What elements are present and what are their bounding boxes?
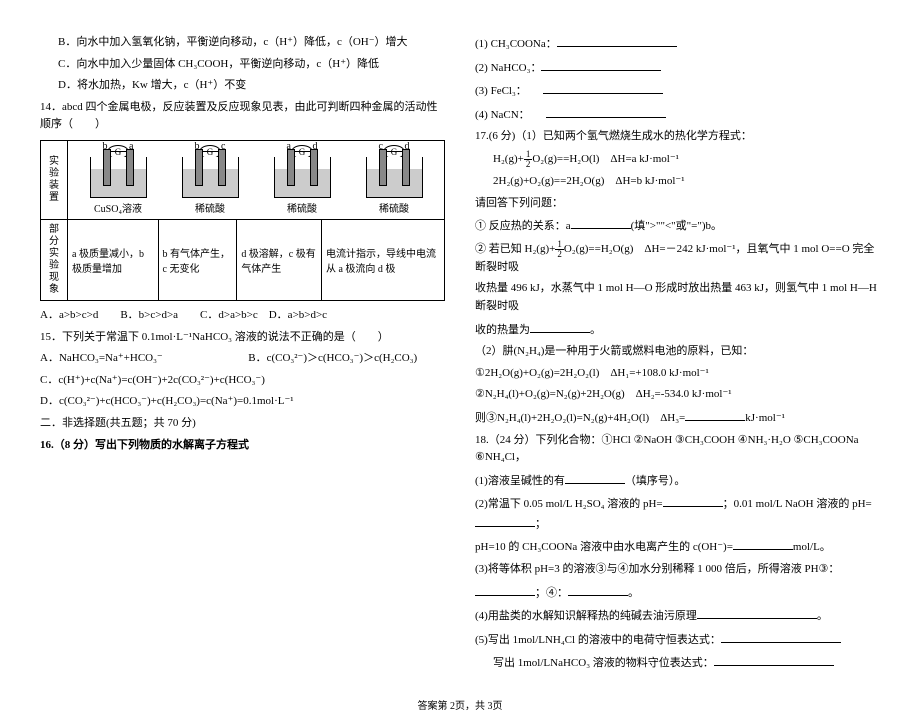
- cell-4: G c d 稀硫酸: [366, 145, 423, 215]
- q18-3b: ；④：。: [475, 583, 880, 603]
- apparatus-cell: G b a CuSO₄溶液 G: [68, 140, 445, 219]
- option-d: D．将水加热，Kw 增大，c（H⁺）不变: [40, 77, 445, 95]
- item-3: (3) FeCl₃：: [475, 81, 880, 101]
- section-2-header: 二．非选择题(共五题；共 70 分): [40, 415, 445, 433]
- q18-5b: 写出 1mol/LNaHCO₃ 溶液的物料守位表达式：: [475, 653, 880, 673]
- page-footer: 答案第 2页，共 3页: [40, 697, 880, 712]
- item-1: (1) CH₃COONa：: [475, 34, 880, 54]
- part-2d: 收的热量为。: [475, 320, 880, 340]
- experiment-table: 实验装置 G b a CuSO₄溶液: [40, 140, 445, 301]
- phenom-3: d 极溶解，c 极有气体产生: [237, 219, 322, 300]
- reaction-1: ①2H₂O(g)+O₂(g)=2H₂O₂(l) ΔH₁=+108.0 kJ·mo…: [475, 365, 880, 383]
- eq-2: 2H₂(g)+O₂(g)==2H₂O(g) ΔH=b kJ·mol⁻¹: [475, 173, 880, 191]
- reaction-3: 则③N₂H₄(l)+2H₂O₂(l)=N₂(g)+4H₂O(l) ΔH₃=kJ·…: [475, 408, 880, 428]
- reaction-2: ②N₂H₄(l)+O₂(g)=N₂(g)+2H₂O(g) ΔH₂=-534.0 …: [475, 386, 880, 404]
- phenom-1: a 极质量减小，b 极质量增加: [68, 219, 159, 300]
- part-2c: 收热量 496 kJ，水蒸气中 1 mol H—O 形成时放出热量 463 kJ…: [475, 280, 880, 315]
- q18-5a: (5)写出 1mol/LNH₄Cl 的溶液中的电荷守恒表达式：: [475, 630, 880, 650]
- item-2: (2) NaHCO₃：: [475, 58, 880, 78]
- q18-2: (2)常温下 0.05 mol/L H₂SO₄ 溶液的 pH=；0.01 mol…: [475, 494, 880, 533]
- q15-opt-a: A．NaHCO₃=Na⁺+HCO₃⁻ B．c(CO₃²⁻)＞c(HCO₃⁻)＞c…: [40, 350, 445, 368]
- part-2a: ② 若已知 H₂(g)+12O₂(g)==H₂O(g) ΔH=－242 kJ·m…: [475, 240, 880, 277]
- option-c: C．向水中加入少量固体 CH₃COOH，平衡逆向移动，c（H⁺）降低: [40, 56, 445, 74]
- q18-4: (4)用盐类的水解知识解释热的纯碱去油污原理。: [475, 606, 880, 626]
- q18-2b: pH=10 的 CH₃COONa 溶液中由水电离产生的 c(OH⁻)=mol/L…: [475, 537, 880, 557]
- q17-part2: （2）肼(N₂H₄)是一种用于火箭或燃料电池的原料，已知：: [475, 343, 880, 361]
- part-1: ① 反应热的关系：a(填">""<"或"=")b。: [475, 216, 880, 236]
- question-16: 16.（8 分）写出下列物质的水解离子方程式: [40, 437, 445, 455]
- question-17: 17.(6 分)（1）已知两个氢气燃烧生成水的热化学方程式：: [475, 128, 880, 146]
- question-14: 14．abcd 四个金属电极，反应装置及反应现象见表，由此可判断四种金属的活动性…: [40, 99, 445, 134]
- cell-3: G a d 稀硫酸: [274, 145, 331, 215]
- q14-options: A．a>b>c>d B．b>c>d>a C．d>a>b>c D．a>b>d>c: [40, 307, 445, 325]
- phenom-2: b 有气体产生，c 无变化: [158, 219, 237, 300]
- item-4: (4) NaCN：: [475, 105, 880, 125]
- ask-line: 请回答下列问题：: [475, 195, 880, 213]
- phenom-4: 电流计指示，导线中电流从 a 极流向 d 极: [321, 219, 444, 300]
- cell-1: G b a CuSO₄溶液: [90, 145, 147, 215]
- q15-opt-d: D．c(CO₃²⁻)+c(HCO₃⁻)+c(H₂CO₃)=c(Na⁺)=0.1m…: [40, 393, 445, 411]
- question-15: 15．下列关于常温下 0.1mol·L⁻¹NaHCO₃ 溶液的说法不正确的是（ …: [40, 329, 445, 347]
- row2-label: 部分实验现象: [41, 219, 68, 300]
- option-b: B．向水中加入氢氧化钠，平衡逆向移动，c（H⁺）降低，c（OH⁻）增大: [40, 34, 445, 52]
- q15-opt-c: C．c(H⁺)+c(Na⁺)=c(OH⁻)+2c(CO₃²⁻)+c(HCO₃⁻): [40, 372, 445, 390]
- q18-3: (3)将等体积 pH=3 的溶液③与④加水分别稀释 1 000 倍后，所得溶液 …: [475, 561, 880, 579]
- q18-1: (1)溶液呈碱性的有（填序号）。: [475, 471, 880, 491]
- eq-1: H₂(g)+12O₂(g)==H₂O(l) ΔH=a kJ·mol⁻¹: [475, 150, 880, 169]
- question-18: 18.（24 分）下列化合物：①HCl ②NaOH ③CH₃COOH ④NH₃·…: [475, 432, 880, 467]
- cell-2: G b c 稀硫酸: [182, 145, 239, 215]
- row1-label: 实验装置: [41, 140, 68, 219]
